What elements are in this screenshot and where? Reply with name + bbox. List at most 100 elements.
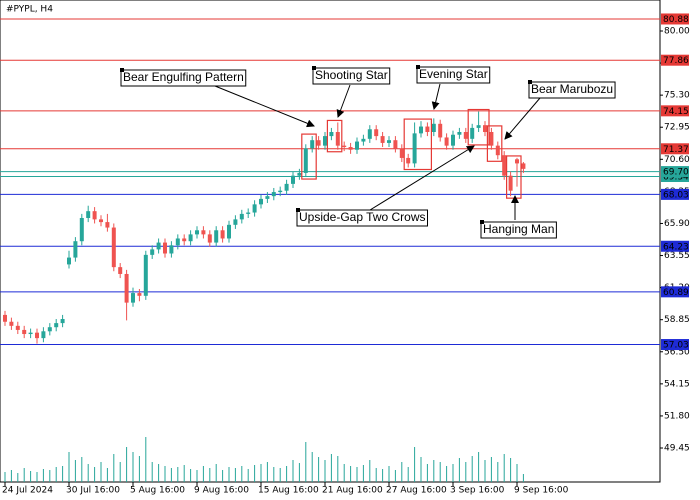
candle-body: [489, 132, 494, 146]
candle-body: [246, 212, 251, 214]
x-tick-label: 5 Aug 16:00: [130, 486, 185, 496]
level-label: 60.89: [663, 288, 689, 298]
candle-body: [99, 219, 103, 223]
candle-body: [195, 230, 199, 235]
annotation-anchor: [416, 65, 420, 69]
candle-body: [451, 134, 455, 146]
candle-body: [143, 254, 148, 296]
x-tick-label: 15 Aug 16:00: [258, 486, 319, 496]
level-tag: [661, 339, 689, 351]
x-tick-label: 27 Aug 16:00: [386, 486, 447, 496]
candle-body: [137, 293, 142, 296]
annotation-label: Bear Engulfing Pattern: [123, 70, 244, 84]
candle-body: [348, 147, 353, 150]
candle-body: [22, 329, 27, 335]
candle-body: [207, 234, 212, 243]
annotation-label: Hanging Man: [483, 222, 554, 236]
candle-body: [214, 230, 219, 243]
candle-body: [188, 234, 193, 242]
candle-body: [105, 222, 110, 228]
x-tick-label: 21 Aug 16:00: [322, 486, 383, 496]
level-tag: [661, 286, 689, 298]
level-label: 64.23: [663, 242, 689, 252]
candle-body: [67, 257, 71, 265]
level-label: 77.86: [663, 56, 689, 66]
pattern-box: [403, 118, 433, 171]
pattern-box: [301, 133, 317, 180]
candle-body: [15, 325, 20, 330]
candle-body: [252, 204, 257, 213]
annotation-box: [416, 66, 491, 84]
candle-body: [399, 148, 404, 158]
annotation-label: Evening Star: [419, 67, 488, 81]
annotation-arrow: [369, 145, 475, 211]
candle-body: [367, 129, 372, 139]
candle-body: [3, 314, 7, 322]
candle-body: [163, 242, 167, 254]
candle-body: [41, 331, 46, 339]
candle-body: [118, 267, 123, 274]
candle-body: [515, 159, 519, 164]
annotation-box: [480, 221, 557, 239]
candle-body: [425, 126, 430, 133]
x-tick-label: 9 Sep 16:00: [514, 486, 569, 496]
candle-body: [124, 273, 129, 303]
candle-body: [201, 230, 206, 235]
candle-body: [111, 227, 116, 268]
pattern-box: [326, 119, 343, 153]
level-tag: [661, 105, 689, 117]
annotation-anchor: [528, 80, 532, 84]
y-tick-label: 63.55: [664, 251, 690, 261]
pattern-box: [467, 108, 490, 146]
annotation-label: Bear Marubozu: [531, 82, 613, 96]
level-label: 74.15: [663, 107, 689, 117]
candle-body: [310, 140, 315, 149]
candle-body: [495, 145, 500, 156]
level-tag: [661, 240, 689, 252]
level-tag: [661, 166, 689, 178]
candle-body: [444, 137, 449, 146]
level-tag: [661, 188, 689, 200]
candle-body: [182, 238, 187, 242]
y-tick-label: 72.95: [664, 123, 690, 133]
candle-body: [60, 319, 65, 324]
y-tick-label: 70.60: [664, 155, 690, 165]
candle-body: [278, 190, 283, 193]
annotation-box: [312, 67, 391, 85]
annotation-box: [120, 69, 247, 87]
candle-body: [284, 183, 289, 191]
candle-body: [502, 155, 507, 176]
candle-body: [457, 132, 462, 135]
level-tag: [661, 13, 689, 25]
level-label: 80.88: [663, 15, 689, 25]
candle-body: [297, 172, 302, 176]
candle-body: [239, 213, 244, 220]
candle-body: [406, 157, 411, 164]
level-label: 69.70: [663, 168, 689, 178]
candle-body: [323, 136, 327, 146]
level-label: 57.03: [663, 341, 689, 351]
candle-body: [380, 136, 385, 143]
candle-body: [463, 132, 468, 139]
candle-body: [438, 123, 443, 138]
candle-body: [508, 175, 513, 191]
candle-body: [387, 140, 391, 143]
candle-body: [483, 125, 487, 133]
candle-body: [150, 249, 155, 255]
level-tag: [661, 143, 689, 155]
annotation-arrow: [504, 97, 541, 140]
level-label: 69.34: [663, 173, 689, 183]
annotation-arrow: [431, 83, 441, 110]
candle-body: [271, 192, 276, 197]
candle-body: [335, 132, 340, 146]
candle-body: [431, 123, 436, 133]
annotation-label: Upside-Gap Two Crows: [299, 210, 426, 224]
candle-body: [521, 163, 526, 169]
annotation-anchor: [312, 66, 316, 70]
candle-body: [361, 138, 366, 142]
annotation-label: Shooting Star: [315, 68, 388, 82]
level-label: 71.37: [663, 145, 689, 155]
candle-body: [35, 332, 39, 339]
annotation-anchor: [480, 220, 484, 224]
y-tick-label: 65.90: [664, 219, 690, 229]
